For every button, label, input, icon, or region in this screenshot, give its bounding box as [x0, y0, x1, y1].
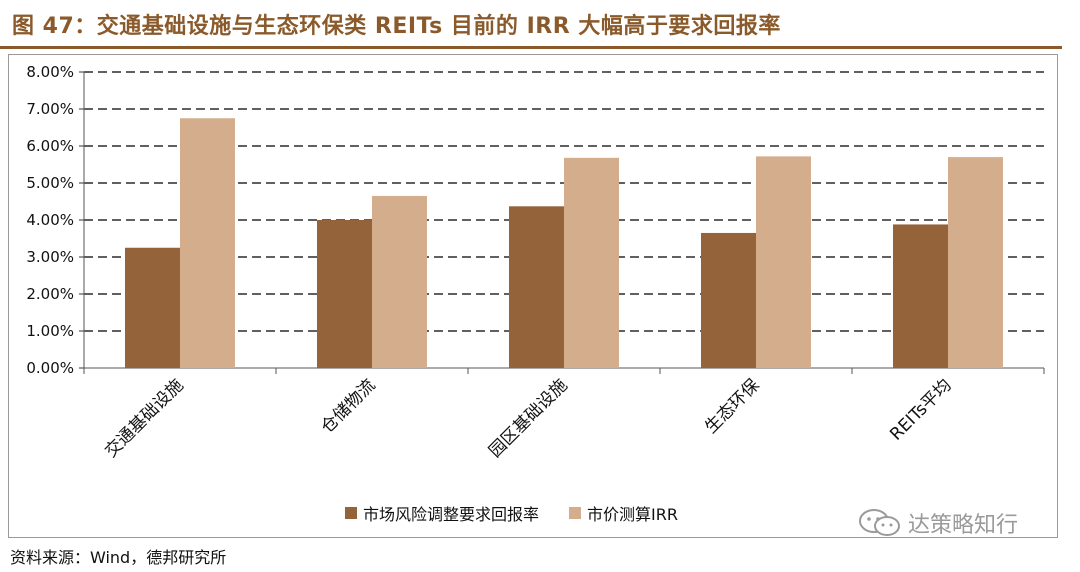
y-tick-label: 0.00% [26, 359, 74, 377]
x-category-label: 生态环保 [701, 375, 763, 437]
chart-frame [8, 54, 1058, 538]
bar-required-return [701, 232, 756, 368]
source-note: 资料来源：Wind，德邦研究所 [10, 548, 227, 567]
bar-required-return [893, 224, 948, 368]
legend: 市场风险调整要求回报率 市价测算IRR [345, 501, 708, 525]
legend-label-market-irr: 市价测算IRR [587, 505, 678, 524]
bar-required-return [509, 206, 564, 368]
legend-item-required-return: 市场风险调整要求回报率 [345, 501, 539, 525]
watermark-text: 达策略知行 [908, 513, 1019, 538]
figure-title: 图 47：交通基础设施与生态环保类 REITs 目前的 IRR 大幅高于要求回报… [12, 14, 781, 39]
x-category-label: REITs平均 [886, 375, 955, 444]
title-rule [0, 46, 1062, 49]
x-category-label: 仓储物流 [317, 375, 379, 437]
legend-swatch-required-return [345, 507, 357, 519]
bar-market-irr [756, 156, 811, 368]
y-tick-label: 8.00% [26, 63, 74, 81]
bar-market-irr [372, 195, 427, 368]
y-tick-label: 1.00% [26, 322, 74, 340]
y-tick-label: 7.00% [26, 100, 74, 118]
y-tick-label: 6.00% [26, 137, 74, 155]
x-category-label: 交通基础设施 [101, 375, 187, 461]
wechat-icon [859, 509, 900, 536]
y-tick-label: 2.00% [26, 285, 74, 303]
x-category-label: 园区基础设施 [485, 375, 571, 461]
legend-swatch-market-irr [569, 507, 582, 519]
y-tick-label: 4.00% [26, 211, 74, 229]
y-tick-label: 3.00% [26, 248, 74, 266]
bar-required-return [125, 247, 180, 368]
legend-item-market-irr: 市价测算IRR [569, 501, 678, 525]
watermark: 达策略知行 [858, 507, 1018, 539]
legend-label-required-return: 市场风险调整要求回报率 [363, 505, 540, 524]
bar-market-irr [948, 157, 1003, 368]
y-tick-label: 5.00% [26, 174, 74, 192]
bar-required-return [317, 220, 372, 368]
bar-market-irr [564, 157, 619, 368]
bar-market-irr [180, 118, 235, 368]
